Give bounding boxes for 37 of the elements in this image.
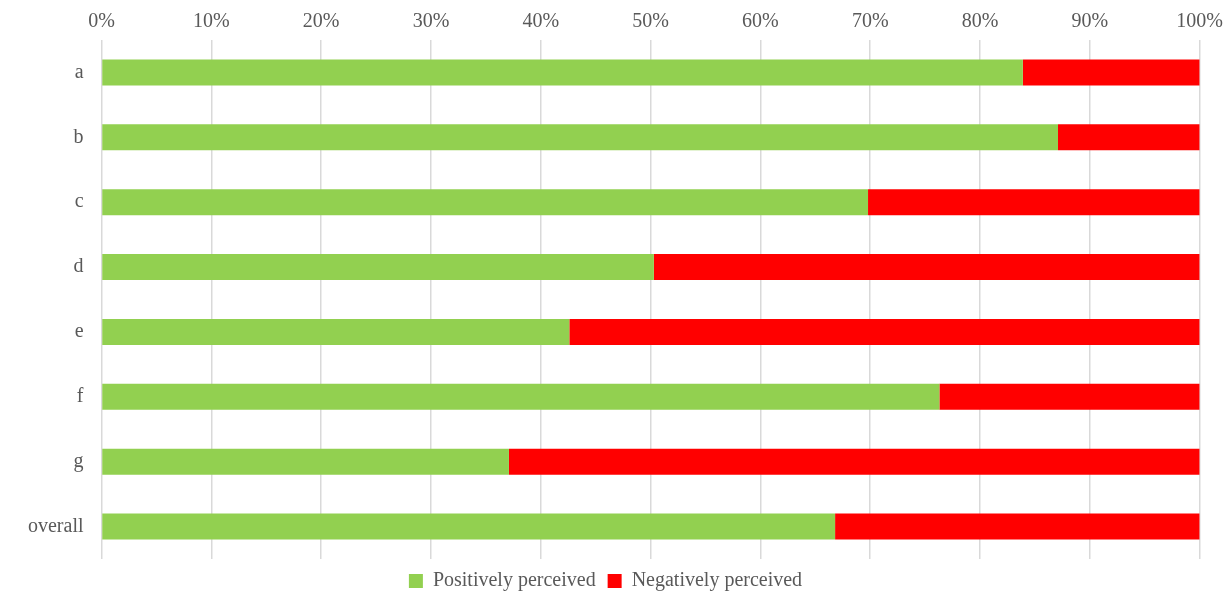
bar	[102, 383, 940, 410]
legend-label: Positively perceived	[432, 568, 596, 592]
legend-label: Negatively perceived	[631, 568, 803, 592]
bar	[653, 254, 1200, 281]
bar	[1058, 124, 1200, 151]
x-tick-label: 10%	[193, 9, 230, 32]
bar	[102, 59, 1023, 86]
y-tick-label: b	[73, 124, 84, 147]
bar	[102, 254, 654, 281]
x-tick-label: 0%	[88, 9, 115, 32]
y-tick-label: d	[73, 254, 84, 277]
y-tick-label: a	[74, 59, 84, 82]
x-tick-label: 80%	[961, 9, 999, 32]
bar	[102, 318, 570, 345]
x-tick-label: 30%	[412, 9, 450, 32]
bar	[102, 124, 1059, 151]
x-tick-label: 50%	[632, 9, 669, 32]
bar	[835, 513, 1200, 540]
x-tick-label: 90%	[1071, 9, 1109, 32]
y-tick-label: g	[73, 448, 84, 472]
y-tick-label: overall	[28, 513, 84, 536]
bar	[508, 448, 1200, 475]
x-tick-label: 20%	[302, 9, 340, 32]
y-tick-label: f	[76, 384, 84, 407]
x-tick-label: 40%	[522, 9, 560, 32]
bar	[102, 448, 509, 475]
y-tick-label: e	[74, 319, 84, 342]
x-tick-label: 100%	[1176, 9, 1224, 32]
bar	[939, 383, 1200, 410]
bar	[1022, 59, 1200, 86]
bar	[868, 189, 1200, 216]
y-tick-label: c	[74, 189, 84, 212]
bar	[569, 318, 1200, 345]
x-tick-label: 70%	[851, 9, 889, 32]
bar	[102, 189, 869, 216]
x-tick-label: 60%	[742, 9, 779, 32]
bar	[102, 513, 836, 540]
